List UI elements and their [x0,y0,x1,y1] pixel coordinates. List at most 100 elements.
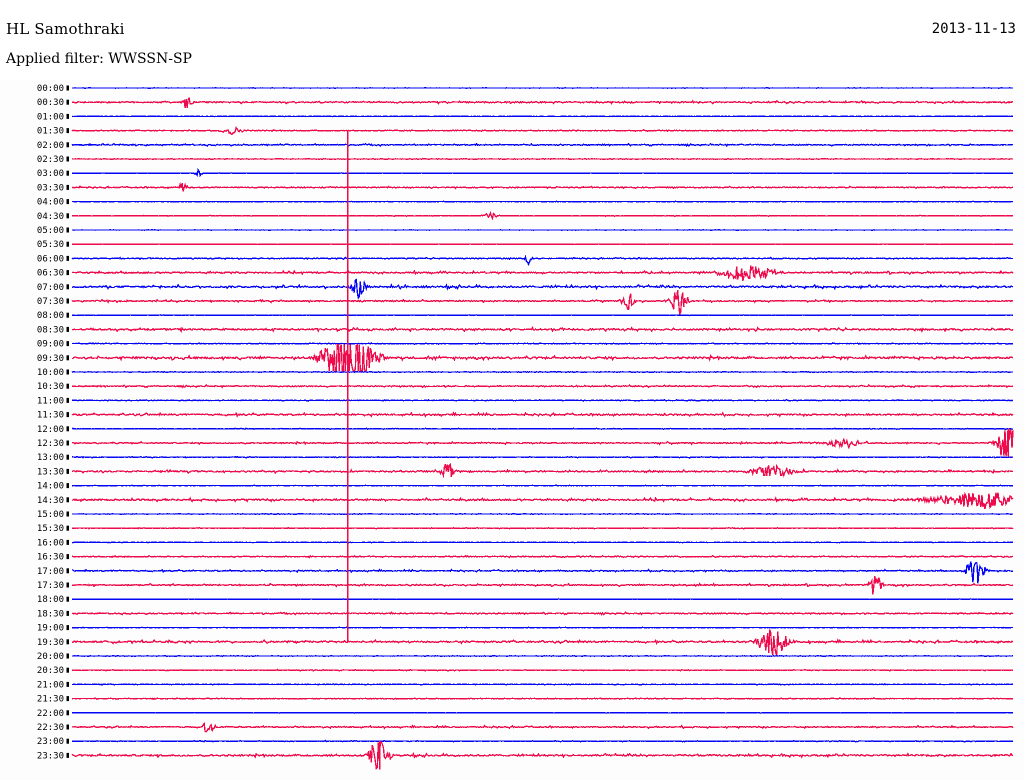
time-tick-label: 05:30 [37,240,64,250]
record-date: 2013-11-13 [931,21,1016,37]
time-tick-label: 23:00 [37,737,64,747]
time-tick-mark [66,667,69,673]
time-tick-mark [66,483,69,489]
time-tick-mark [66,724,69,730]
time-tick-mark [66,440,69,446]
time-tick-mark [66,696,69,702]
trace-row [72,683,1014,686]
trace-row [71,575,1014,595]
time-tick-label: 00:30 [37,98,64,108]
time-tick-mark [66,582,69,588]
time-tick-mark [66,326,69,332]
time-tick-label: 16:30 [37,553,64,563]
time-tick-label: 04:00 [37,198,64,208]
trace-row [71,739,1014,743]
time-tick-label: 06:30 [37,269,64,279]
trace-row [71,598,1014,601]
time-tick-label: 12:30 [37,439,64,449]
trace-row [71,654,1014,658]
time-tick-label: 11:00 [37,396,64,406]
trace-row [71,325,1014,333]
trace-row [71,210,1014,221]
time-tick-mark [66,525,69,531]
trace-row [71,626,1014,629]
time-tick-mark [66,568,69,574]
time-tick-mark [66,738,69,744]
time-tick-mark [66,227,69,233]
time-tick-label: 08:00 [37,311,64,321]
time-tick-label: 20:00 [37,652,64,662]
trace-row [71,314,1014,317]
trace-row [71,370,1014,374]
trace-row [71,87,1014,89]
time-tick-label: 05:00 [37,226,64,236]
time-tick-mark [66,412,69,418]
trace-row [71,181,1014,192]
time-tick-mark [66,653,69,659]
time-tick-mark [66,426,69,432]
trace-row [71,200,1014,203]
trace-row [71,168,1014,178]
trace-row [71,697,1014,701]
time-tick-mark [66,142,69,148]
time-tick-label: 10:30 [37,382,64,392]
trace-row [71,428,1014,457]
applied-filter-label: Applied filter: WWSSN-SP [6,51,192,67]
time-tick-label: 21:30 [37,695,64,705]
time-tick-label: 19:30 [37,638,64,648]
time-tick-mark [66,468,69,474]
time-tick-mark [66,312,69,318]
time-tick-mark [66,681,69,687]
time-tick-mark [66,610,69,616]
time-tick-mark [66,383,69,389]
trace-row [71,254,1014,267]
time-tick-label: 11:30 [37,411,64,421]
trace-row [71,243,1014,246]
seismogram-canvas: 00:00 00:30 01:00 01:30 02:00 02:30 03:00 03:30… [0,80,1024,780]
time-tick-label: 02:00 [37,141,64,151]
trace-row [71,484,1014,487]
time-tick-label: 13:30 [37,467,64,477]
trace-row [71,491,1014,510]
time-tick-label: 21:00 [37,680,64,690]
time-tick-mark [66,113,69,119]
time-tick-mark [66,341,69,347]
trace-row [71,711,1014,714]
time-tick-label: 16:00 [37,538,64,548]
time-tick-label: 10:00 [37,368,64,378]
time-tick-mark [66,454,69,460]
time-tick-label: 01:00 [37,112,64,122]
trace-row [71,290,1014,317]
time-tick-mark [66,554,69,560]
time-tick-label: 19:00 [37,624,64,634]
time-tick-label: 08:30 [37,325,64,335]
time-tick-mark [66,284,69,290]
time-tick-mark [66,497,69,503]
time-tick-mark [66,128,69,134]
time-tick-mark [66,85,69,91]
plot-background [0,80,1024,780]
time-tick-label: 22:30 [37,723,64,733]
trace-row [71,554,1014,559]
trace-row [71,629,1014,658]
time-tick-label: 09:30 [37,354,64,364]
time-tick-mark [66,255,69,261]
trace-row [71,265,1014,282]
trace-row [71,126,1014,136]
trace-row [71,611,1014,616]
trace-row [71,561,1014,584]
trace-row [71,526,1014,530]
time-tick-mark [66,397,69,403]
trace-row [71,462,1014,478]
time-tick-label: 17:30 [37,581,64,591]
time-tick-label: 18:30 [37,609,64,619]
trace-row [71,383,1014,389]
time-tick-mark [66,752,69,758]
trace-row [71,541,1014,544]
time-tick-label: 07:30 [37,297,64,307]
time-tick-label: 04:30 [37,212,64,222]
time-tick-label: 09:00 [37,340,64,350]
time-tick-mark [66,298,69,304]
time-tick-mark [66,355,69,361]
